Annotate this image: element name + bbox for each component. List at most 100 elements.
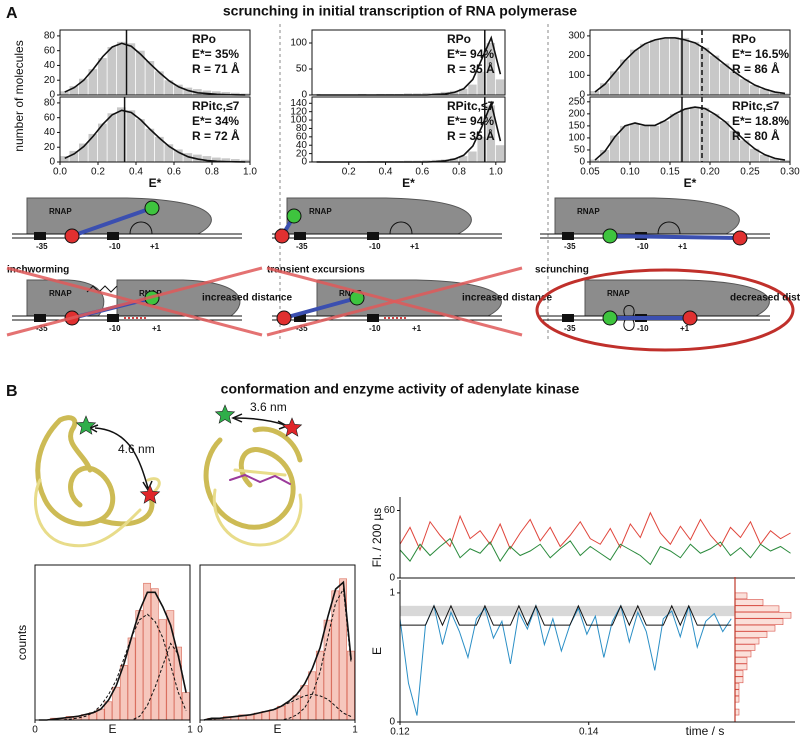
annotation: RPo xyxy=(447,32,471,46)
bar xyxy=(680,37,690,95)
promoter-box xyxy=(34,232,46,240)
bar xyxy=(312,93,321,95)
x-tick-label: 0 xyxy=(197,725,203,736)
promoter-label: -35 xyxy=(36,242,48,251)
y-tick-label: 60 xyxy=(384,505,396,516)
x-tick-label: 0.6 xyxy=(167,167,181,178)
bar xyxy=(670,113,680,162)
promoter-box xyxy=(34,314,46,322)
dna-loop xyxy=(657,221,681,235)
x-axis-label: time / s xyxy=(686,724,725,738)
promoter-box xyxy=(107,232,119,240)
rnap-body xyxy=(554,197,740,235)
dye-link xyxy=(71,206,153,238)
bar xyxy=(88,69,98,95)
promoter-label: +1 xyxy=(412,324,422,333)
promoter-label: -10 xyxy=(369,324,381,333)
y-tick-label: 40 xyxy=(296,140,308,151)
plot-frame xyxy=(311,96,506,163)
bar xyxy=(60,91,69,95)
y-tick-label: 100 xyxy=(568,70,585,81)
bar xyxy=(730,130,740,162)
side-bar xyxy=(734,599,764,606)
annotation: E*= 35% xyxy=(192,47,239,61)
bar xyxy=(155,71,164,95)
bar xyxy=(690,106,700,162)
x-tick-label: 0.12 xyxy=(390,727,410,738)
y-tick-label: 100 xyxy=(568,133,585,144)
promoter-label: -35 xyxy=(564,324,576,333)
bar xyxy=(158,619,167,721)
side-bar xyxy=(734,605,780,613)
fit-curve xyxy=(203,580,352,721)
bar xyxy=(127,637,136,721)
bar xyxy=(610,71,620,95)
bar xyxy=(331,590,340,721)
bar xyxy=(620,125,630,162)
plot-frame xyxy=(34,564,191,721)
bar xyxy=(770,158,780,162)
bar xyxy=(486,43,496,95)
annotation: R = 86 Å xyxy=(732,61,780,76)
dye xyxy=(682,310,698,326)
bar xyxy=(780,160,790,162)
bar xyxy=(740,79,750,95)
bar xyxy=(760,89,770,95)
y-tick-label: 80 xyxy=(44,31,56,42)
side-bar xyxy=(734,644,756,651)
y-tick-label: 40 xyxy=(44,60,56,71)
bar xyxy=(660,37,670,95)
x-tick-label: 0.0 xyxy=(53,167,67,178)
dna-loop xyxy=(389,221,413,235)
distance-label: 4.6 nm xyxy=(118,442,155,456)
x-axis-label: E xyxy=(273,722,281,736)
annotation: RPitc,≤7 xyxy=(732,99,780,113)
bar xyxy=(164,144,174,162)
promoter-box xyxy=(367,232,379,240)
promoter-box xyxy=(294,314,306,322)
promoter-label: -35 xyxy=(296,242,308,251)
plot-frame xyxy=(199,564,356,721)
y-tick-label: 60 xyxy=(44,112,56,123)
promoter-box xyxy=(107,314,119,322)
fluorophore xyxy=(281,417,303,437)
bar xyxy=(650,125,660,162)
fit-component xyxy=(203,693,352,721)
bar xyxy=(422,92,431,95)
bar xyxy=(145,128,155,162)
bar xyxy=(117,41,126,95)
mechanism-result: increased distance xyxy=(462,293,552,304)
bar xyxy=(630,123,640,162)
band xyxy=(400,605,735,617)
x-tick-label: 0.8 xyxy=(205,167,219,178)
bar xyxy=(680,109,690,162)
dye-link xyxy=(609,234,741,240)
rnap-body xyxy=(26,197,212,235)
y-tick-label: 0 xyxy=(579,157,585,168)
bar xyxy=(780,93,790,95)
bar xyxy=(107,113,117,162)
y-axis-label: number of molecules xyxy=(12,40,26,151)
y-tick-label: 20 xyxy=(296,148,308,159)
x-tick-label: 0.15 xyxy=(660,167,680,178)
promoter-label: -10 xyxy=(369,242,381,251)
x-tick-label: 1.0 xyxy=(489,167,503,178)
promoter-label: -10 xyxy=(109,242,121,251)
x-tick-label: 0.05 xyxy=(580,167,600,178)
bar xyxy=(155,136,164,162)
bar xyxy=(221,92,231,95)
series-line xyxy=(400,604,732,627)
bar xyxy=(760,154,770,162)
bar xyxy=(640,125,650,162)
rnap-label: RNAP xyxy=(577,207,600,216)
series-line xyxy=(399,604,732,716)
y-tick-label: 0 xyxy=(49,157,55,168)
bar xyxy=(60,156,69,162)
promoter-label: -10 xyxy=(109,324,121,333)
x-tick-label: 0.30 xyxy=(780,167,800,178)
y-tick-label: 50 xyxy=(296,64,308,75)
plot-frame xyxy=(59,29,251,96)
bar xyxy=(150,588,159,721)
annotation: RPo xyxy=(732,32,756,46)
dye xyxy=(276,310,292,326)
